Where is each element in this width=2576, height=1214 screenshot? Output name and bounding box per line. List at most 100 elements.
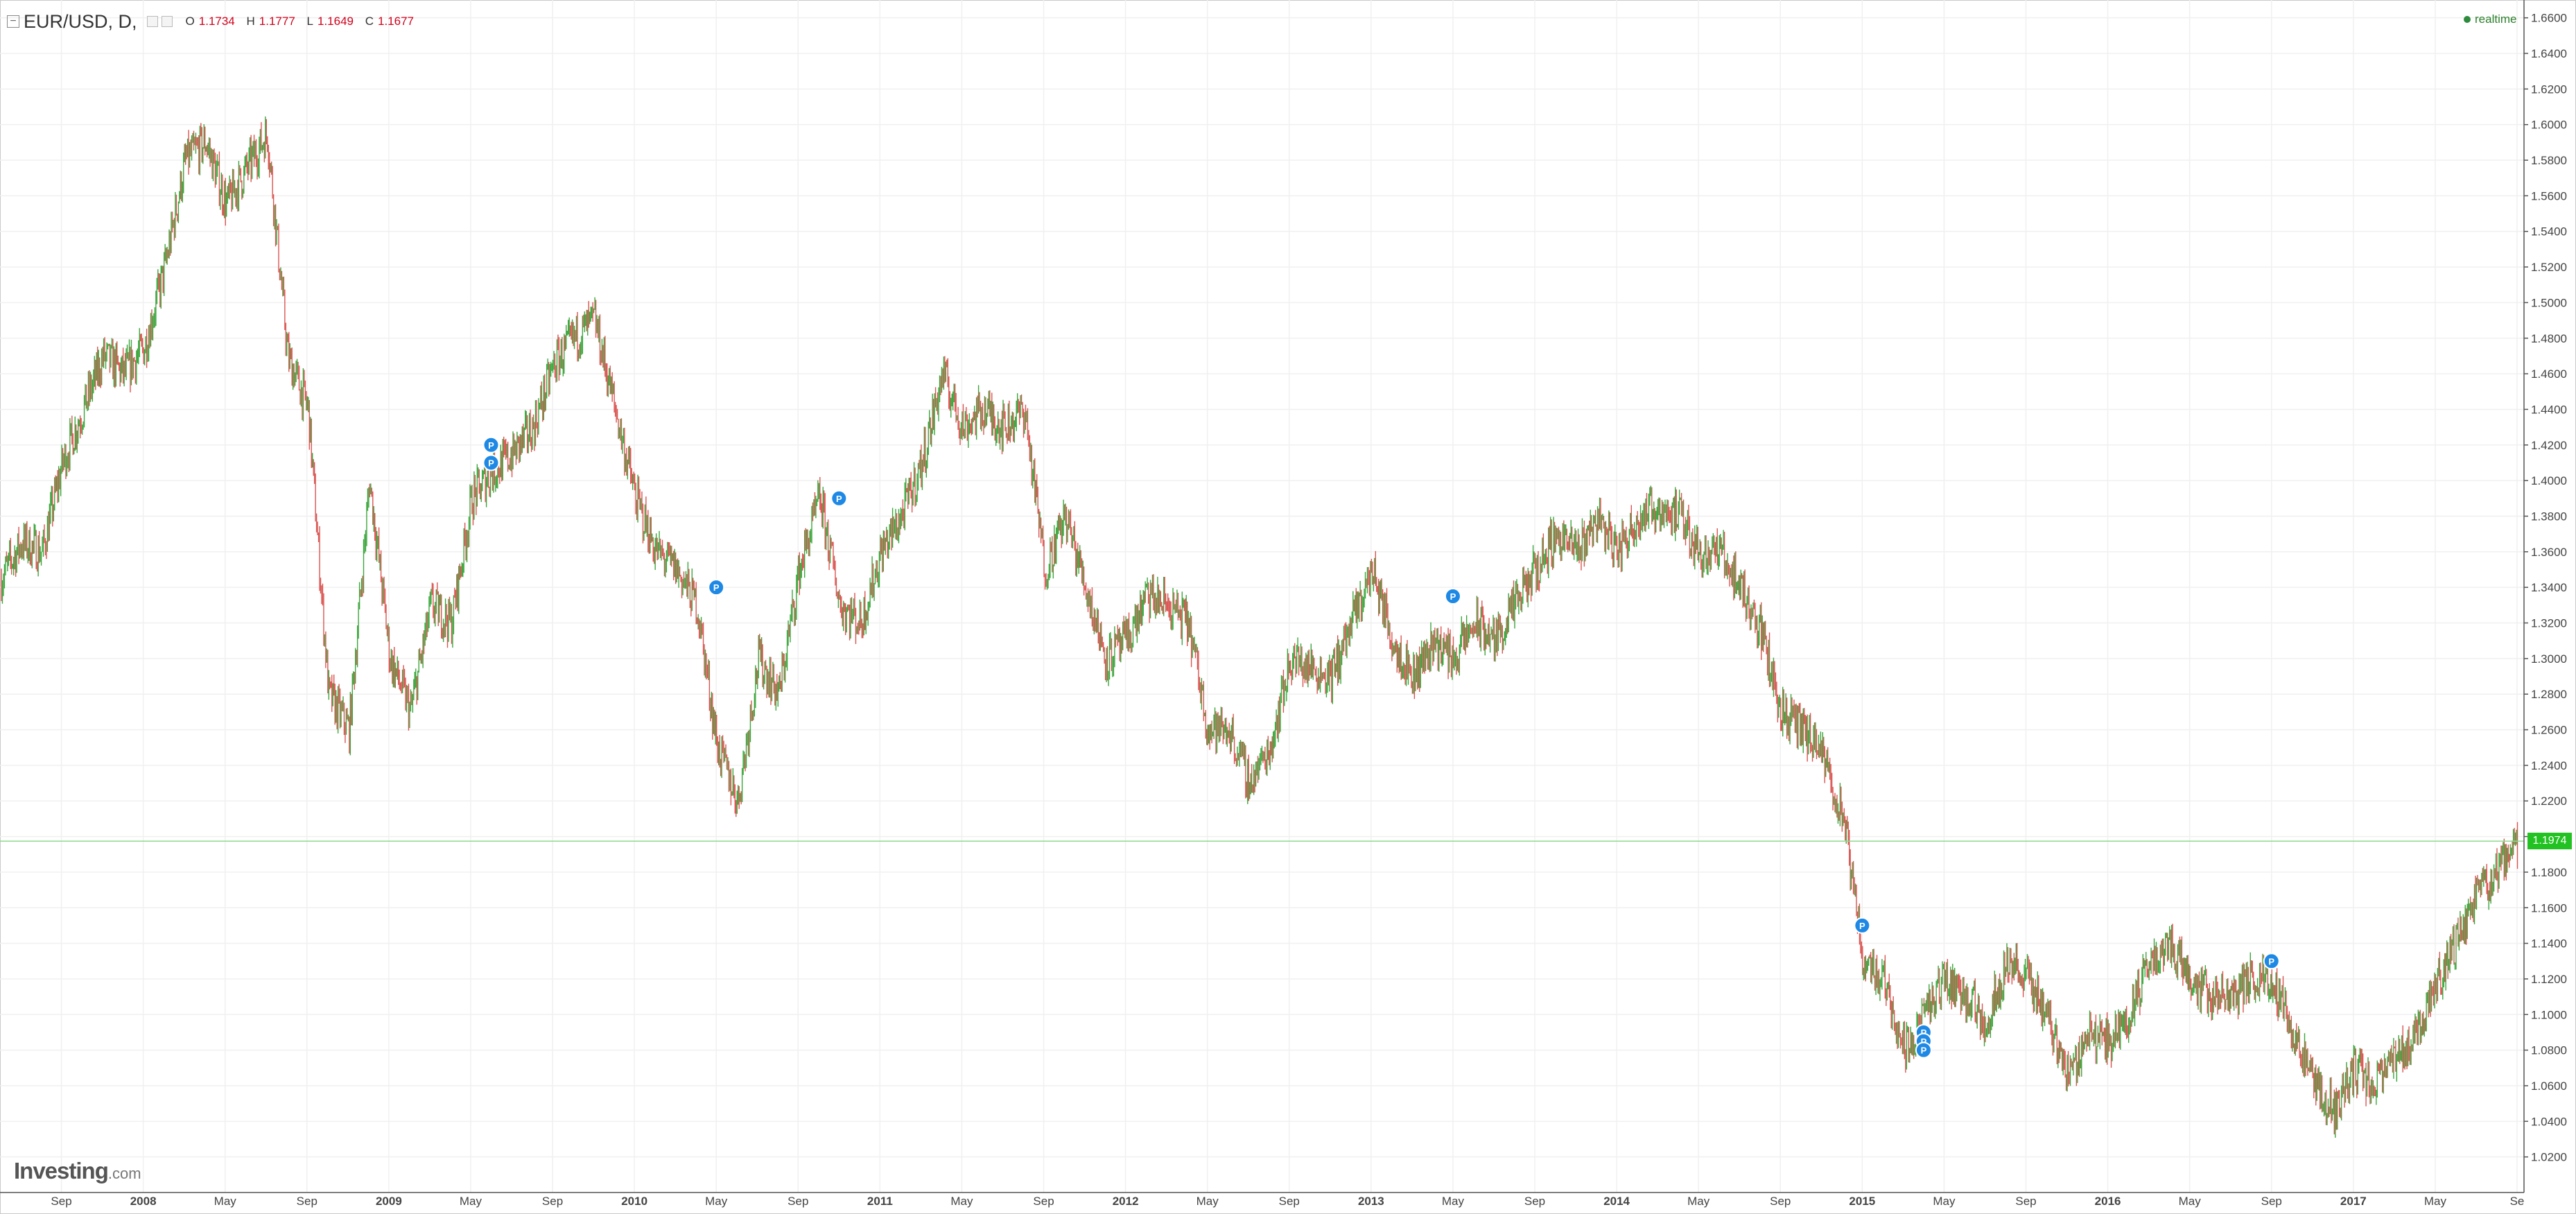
candlestick-series xyxy=(1,116,2518,1138)
y-tick-label: 1.4200 xyxy=(2531,439,2567,452)
status-dot-icon xyxy=(2464,16,2471,23)
symbol-label[interactable]: EUR/USD, D, xyxy=(24,10,137,32)
event-marker-label: P xyxy=(488,440,494,451)
y-tick-label: 1.5800 xyxy=(2531,154,2567,167)
event-marker-icon[interactable]: P xyxy=(482,436,500,453)
low-label: L xyxy=(306,15,313,28)
x-tick-label: Sep xyxy=(1770,1195,1791,1208)
event-marker-icon[interactable]: P xyxy=(830,489,848,507)
realtime-indicator: realtime xyxy=(2464,12,2516,26)
current-price-tag: 1.1974 xyxy=(2527,833,2572,850)
y-tick-label: 1.0800 xyxy=(2531,1044,2567,1057)
y-tick-label: 1.3000 xyxy=(2531,652,2567,666)
x-tick-label: 2008 xyxy=(130,1195,157,1208)
y-tick-label: 1.0200 xyxy=(2531,1151,2567,1164)
y-tick-label: 1.1800 xyxy=(2531,866,2567,879)
event-marker-label: P xyxy=(2268,956,2274,966)
x-tick-label: May xyxy=(2179,1195,2202,1208)
y-tick-label: 1.2400 xyxy=(2531,759,2567,772)
x-tick-label: May xyxy=(950,1195,973,1208)
event-marker-label: P xyxy=(1921,1027,1927,1038)
y-tick-label: 1.4400 xyxy=(2531,403,2567,416)
event-marker-label: P xyxy=(1450,591,1456,602)
x-tick-label: 2009 xyxy=(376,1195,402,1208)
y-tick-label: 1.1000 xyxy=(2531,1008,2567,1021)
event-marker-label: P xyxy=(488,458,494,468)
x-tick-label: Sep xyxy=(51,1195,71,1208)
y-tick-label: 1.3200 xyxy=(2531,617,2567,630)
y-axis-ticks: 1.6600 1.6400 1.6200 1.6000 1.5800 1.5600 1.54… xyxy=(2524,12,2567,1164)
x-axis-ticks: Sep 2008 May Sep 2009 May Sep 2010 May Sep 2011 May… xyxy=(51,1195,2524,1208)
x-tick-label: Sep xyxy=(1524,1195,1545,1208)
x-tick-label: Sep xyxy=(1279,1195,1300,1208)
y-tick-label: 1.0600 xyxy=(2531,1079,2567,1093)
x-tick-label: May xyxy=(705,1195,728,1208)
x-tick-label: May xyxy=(1933,1195,1956,1208)
y-tick-label: 1.1600 xyxy=(2531,901,2567,914)
event-marker-label: P xyxy=(836,494,842,504)
x-tick-label: 2010 xyxy=(621,1195,647,1208)
y-tick-label: 1.5600 xyxy=(2531,189,2567,202)
x-tick-label: May xyxy=(2424,1195,2447,1208)
x-tick-label: 2015 xyxy=(1849,1195,1875,1208)
logo-main: Investing xyxy=(14,1158,109,1183)
x-tick-label: 2014 xyxy=(1603,1195,1630,1208)
x-tick-label: Sep xyxy=(297,1195,317,1208)
high-value: 1.1777 xyxy=(259,15,295,28)
event-marker-label: P xyxy=(1921,1037,1927,1047)
y-tick-label: 1.1200 xyxy=(2531,973,2567,986)
event-marker-icon[interactable]: P xyxy=(2263,953,2280,970)
high-label: H xyxy=(246,15,255,28)
x-tick-label: 2012 xyxy=(1113,1195,1139,1208)
x-tick-label: 2011 xyxy=(867,1195,893,1208)
open-value: 1.1734 xyxy=(198,15,235,28)
realtime-label: realtime xyxy=(2475,12,2517,26)
event-marker-label: P xyxy=(1859,921,1865,931)
y-tick-label: 1.0400 xyxy=(2531,1115,2567,1128)
y-tick-label: 1.5000 xyxy=(2531,296,2567,309)
event-marker-icon[interactable]: P xyxy=(1854,917,1871,934)
x-tick-label: May xyxy=(1442,1195,1465,1208)
chart-grid xyxy=(0,0,2524,1193)
x-tick-label: Sep xyxy=(1033,1195,1054,1208)
y-tick-label: 1.3400 xyxy=(2531,581,2567,594)
y-tick-label: 1.6000 xyxy=(2531,119,2567,132)
x-tick-label: 2016 xyxy=(2095,1195,2121,1208)
y-tick-label: 1.5200 xyxy=(2531,261,2567,274)
x-tick-label: May xyxy=(1196,1195,1219,1208)
settings-icon[interactable] xyxy=(146,16,158,27)
y-tick-label: 1.2600 xyxy=(2531,724,2567,737)
y-tick-label: 1.4000 xyxy=(2531,474,2567,487)
y-tick-label: 1.6200 xyxy=(2531,83,2567,96)
y-tick-label: 1.4600 xyxy=(2531,367,2567,381)
y-tick-label: 1.2800 xyxy=(2531,688,2567,701)
event-marker-icon[interactable]: P xyxy=(1444,588,1461,605)
x-tick-label: May xyxy=(214,1195,237,1208)
logo-suffix: .com xyxy=(107,1165,141,1182)
y-tick-label: 1.2200 xyxy=(2531,795,2567,808)
collapse-icon[interactable]: − xyxy=(7,15,19,28)
x-tick-label: 2017 xyxy=(2340,1195,2367,1208)
event-marker-icon[interactable]: P xyxy=(708,579,725,596)
x-tick-label: May xyxy=(460,1195,482,1208)
y-tick-label: 1.3800 xyxy=(2531,510,2567,523)
close-value: 1.1677 xyxy=(378,15,414,28)
event-marker-icon[interactable]: P xyxy=(1915,1041,1932,1059)
y-tick-label: 1.5400 xyxy=(2531,225,2567,239)
y-tick-label: 1.1400 xyxy=(2531,937,2567,951)
y-tick-label: 1.4800 xyxy=(2531,332,2567,345)
event-marker-label: P xyxy=(1921,1046,1927,1056)
event-marker-icon[interactable]: P xyxy=(482,454,500,471)
close-label: C xyxy=(365,15,374,28)
y-tick-label: 1.3600 xyxy=(2531,546,2567,559)
x-tick-label: May xyxy=(1687,1195,1710,1208)
y-tick-label: 1.6600 xyxy=(2531,12,2567,25)
x-tick-label: Sep xyxy=(542,1195,563,1208)
close-icon[interactable] xyxy=(161,16,173,27)
x-tick-label: Sep xyxy=(2015,1195,2036,1208)
ohlc-values: O 1.1734 H 1.1777 L 1.1649 C 1.1677 xyxy=(186,15,422,28)
y-tick-label: 1.6400 xyxy=(2531,47,2567,60)
x-tick-label: Sep xyxy=(787,1195,808,1208)
